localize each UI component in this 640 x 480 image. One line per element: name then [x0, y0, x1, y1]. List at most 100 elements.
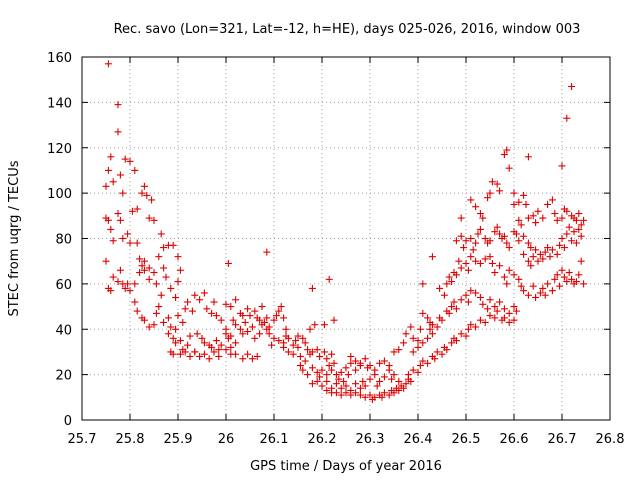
data-point	[577, 257, 585, 265]
data-point	[150, 216, 158, 224]
data-point	[210, 348, 218, 356]
data-point	[292, 337, 300, 345]
data-point	[347, 352, 355, 360]
data-point	[460, 244, 468, 252]
data-point	[356, 359, 364, 367]
data-point	[524, 239, 532, 247]
data-point	[275, 337, 283, 345]
data-point	[251, 307, 259, 315]
data-point	[121, 155, 129, 163]
data-point	[431, 355, 439, 363]
data-point	[479, 214, 487, 222]
data-point	[280, 314, 288, 322]
y-tick-label: 40	[55, 323, 72, 338]
data-point	[172, 325, 180, 333]
data-point	[253, 352, 261, 360]
data-point	[563, 278, 571, 286]
data-point	[457, 214, 465, 222]
data-point	[424, 359, 432, 367]
data-point	[390, 389, 398, 397]
data-point	[404, 371, 412, 379]
data-point	[510, 316, 518, 324]
data-point	[215, 346, 223, 354]
data-point	[462, 291, 470, 299]
data-point	[356, 384, 364, 392]
x-tick-label: 26.2	[308, 432, 337, 447]
data-point	[200, 289, 208, 297]
data-point	[224, 259, 232, 267]
data-point	[325, 275, 333, 283]
data-point	[440, 291, 448, 299]
data-point	[328, 366, 336, 374]
data-point	[488, 259, 496, 267]
data-point	[467, 196, 475, 204]
data-point	[308, 380, 316, 388]
data-point	[419, 339, 427, 347]
data-point	[510, 271, 518, 279]
data-point	[496, 230, 504, 238]
data-point	[452, 237, 460, 245]
y-tick-label: 20	[55, 369, 72, 384]
data-point	[239, 330, 247, 338]
data-point	[371, 366, 379, 374]
data-point	[143, 191, 151, 199]
data-point	[335, 375, 343, 383]
data-point	[548, 246, 556, 254]
data-point	[284, 348, 292, 356]
data-point	[491, 303, 499, 311]
data-point	[212, 337, 220, 345]
data-point	[558, 162, 566, 170]
data-point	[496, 187, 504, 195]
x-tick-label: 25.7	[68, 432, 97, 447]
data-point	[376, 377, 384, 385]
data-point	[162, 273, 170, 281]
y-axis-label: STEC from uqrg / TECUs	[7, 160, 22, 316]
data-point	[186, 352, 194, 360]
data-point	[138, 262, 146, 270]
data-point	[462, 259, 470, 267]
data-point	[270, 334, 278, 342]
data-point	[330, 316, 338, 324]
data-point	[486, 237, 494, 245]
data-point	[152, 280, 160, 288]
data-point	[313, 368, 321, 376]
data-point	[272, 312, 280, 320]
data-point	[474, 230, 482, 238]
data-point	[445, 273, 453, 281]
data-point	[104, 166, 112, 174]
x-tick-label: 26.8	[596, 432, 625, 447]
data-point	[323, 371, 331, 379]
data-point	[109, 237, 117, 245]
data-point	[232, 321, 240, 329]
data-point	[512, 230, 520, 238]
data-point	[395, 377, 403, 385]
data-point	[131, 298, 139, 306]
data-point	[289, 341, 297, 349]
data-point	[150, 321, 158, 329]
data-point	[227, 303, 235, 311]
data-point	[572, 216, 580, 224]
data-point	[210, 298, 218, 306]
data-point	[145, 323, 153, 331]
data-point	[452, 337, 460, 345]
data-point	[524, 291, 532, 299]
data-point	[361, 393, 369, 401]
data-point	[515, 275, 523, 283]
data-point	[472, 257, 480, 265]
data-point	[445, 309, 453, 317]
data-point	[448, 303, 456, 311]
data-point	[553, 216, 561, 224]
data-point	[428, 330, 436, 338]
data-point	[503, 280, 511, 288]
data-point	[443, 280, 451, 288]
data-point	[323, 387, 331, 395]
data-point	[467, 287, 475, 295]
data-point	[577, 232, 585, 240]
data-point	[515, 237, 523, 245]
data-point	[409, 334, 417, 342]
data-point	[505, 318, 513, 326]
data-point	[378, 393, 386, 401]
data-point	[332, 389, 340, 397]
data-point	[308, 284, 316, 292]
